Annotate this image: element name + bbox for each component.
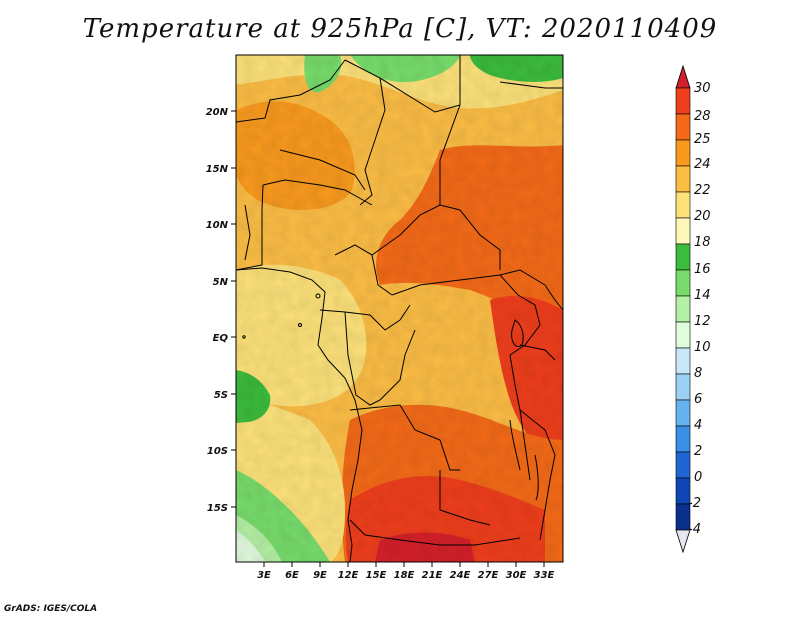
lon-label-12e: 12E [338,570,359,581]
lat-label-15s: 15S [207,503,228,514]
lon-label-21e: 21E [422,570,443,581]
colorbar-bottom-arrow [675,529,691,554]
credit-label: GrADS: IGES/COLA [4,604,98,614]
lat-label-5s: 5S [214,390,228,401]
colorbar-segment [675,295,691,323]
colorbar-top-arrow [675,64,691,89]
lat-label-15n: 15N [206,164,229,175]
cb-label-28: 28 [694,109,711,124]
temperature-field [236,55,563,562]
cb-label-20: 20 [694,209,711,224]
cb-label-8: 8 [694,366,702,381]
lon-label-33e: 33E [534,570,555,581]
colorbar [675,64,691,554]
colorbar-segment [675,399,691,427]
cb-label-4: 4 [694,418,702,433]
cb-label-neg2: -2 [688,496,701,511]
cb-label-6: 6 [694,392,702,407]
colorbar-segment [675,113,691,141]
island-2 [298,323,302,327]
cb-label-2: 2 [694,444,702,459]
cb-label-25: 25 [694,132,711,147]
map-frame [235,54,564,563]
lon-label-24e: 24E [450,570,471,581]
lon-label-27e: 27E [478,570,499,581]
cb-label-18: 18 [694,235,711,250]
cb-label-12: 12 [694,314,711,329]
field-texture [236,55,563,562]
colorbar-segment [675,139,691,167]
lat-label-10n: 10N [206,220,229,231]
country-borders [236,55,563,562]
lon-label-3e: 3E [257,570,271,581]
colorbar-segment [675,191,691,219]
cb-label-22: 22 [694,183,711,198]
lon-label-15e: 15E [366,570,387,581]
lat-label-20n: 20N [206,107,229,118]
cb-label-0: 0 [694,470,702,485]
lat-label-5n: 5N [213,277,229,288]
lon-label-6e: 6E [285,570,299,581]
cb-label-neg4: -4 [688,522,701,537]
island-3 [242,335,246,339]
cb-label-24: 24 [694,157,711,172]
colorbar-segment [675,347,691,375]
colorbar-labels: 30 28 25 24 22 20 18 16 14 12 10 8 6 4 2… [688,81,711,537]
colorbar-segment [675,321,691,349]
cb-label-10: 10 [694,340,711,355]
colorbar-segment [675,451,691,479]
latitude-axis: 20N 15N 10N 5N EQ 5S 10S 15S [206,107,236,514]
lon-label-18e: 18E [394,570,415,581]
lon-label-9e: 9E [313,570,327,581]
island-1 [315,293,321,299]
colorbar-segment [675,87,691,115]
lat-label-eq: EQ [213,333,229,344]
colorbar-segment [675,243,691,271]
colorbar-segment [675,217,691,245]
map-title: Temperature at 925hPa [C], VT: 202011040… [82,14,718,44]
colorbar-segment [675,269,691,297]
longitude-axis: 3E 6E 9E 12E 15E 18E 21E 24E 27E 30E 33E [257,562,555,581]
colorbar-segment [675,165,691,193]
cb-label-14: 14 [694,288,711,303]
lat-label-10s: 10S [207,446,228,457]
cb-label-16: 16 [694,262,711,277]
cb-label-30: 30 [694,81,711,96]
colorbar-segment [675,425,691,453]
colorbar-segment [675,373,691,401]
lon-label-30e: 30E [506,570,527,581]
